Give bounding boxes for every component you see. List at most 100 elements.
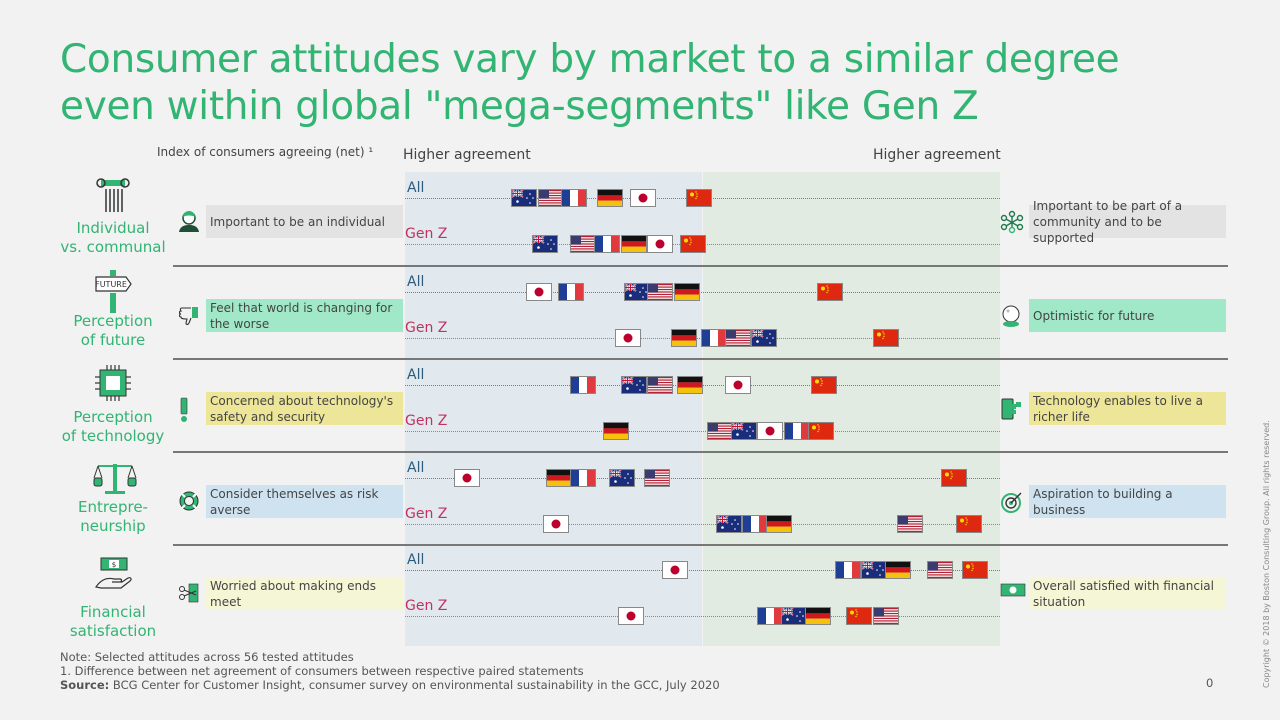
left-statement: Important to be an individual [206,205,403,238]
flag-china [956,515,983,533]
flag-australia [608,469,635,487]
scales-icon [93,462,137,500]
money-hand-icon: $ [93,557,133,595]
category-label-line: of future [80,331,146,349]
flag-japan [543,515,570,533]
flag-china [873,329,900,347]
genz-row-label: Gen Z [405,413,448,429]
flag-france [570,469,597,487]
flag-germany [766,515,793,533]
flag-japan [647,235,674,253]
flag-usa [647,283,674,301]
category-label-line: Financial [80,603,146,621]
flag-australia [510,189,537,207]
all-row-line [405,292,1000,293]
genz-row-label: Gen Z [405,226,448,242]
note: Note: Selected attitudes across 56 teste… [60,650,354,664]
category-label-line: Perception [73,312,153,330]
section-divider [173,265,1228,267]
left-statement: Worried about making ends meet [206,577,403,610]
category-label-line: satisfaction [69,622,157,640]
lifebuoy-icon [178,490,200,516]
all-row-label: All [407,180,425,196]
index-label: Index of consumers agreeing (net) ¹ [157,145,374,159]
all-row-label: All [407,274,425,290]
genz-row-line [405,431,1000,432]
flag-japan [724,376,751,394]
thumbs-down-icon [178,304,200,330]
flag-germany [677,376,704,394]
right-header: Higher agreement [873,147,1001,163]
page-number: 0 [1206,676,1214,690]
flag-japan [617,607,644,625]
flag-germany [674,283,701,301]
left-header: Higher agreement [403,147,531,163]
category-label: Perception of technology [53,408,173,446]
footer: Note: Selected attitudes across 56 teste… [60,650,720,692]
copyright: Copyright © 2018 by Boston Consulting Gr… [1262,420,1271,688]
flag-france [558,283,585,301]
category-label: Perception of future [53,312,173,350]
network-icon [1000,210,1024,238]
flag-china [810,376,837,394]
category-label: Individual vs. communal [53,219,173,257]
flag-australia [730,422,757,440]
flag-china [807,422,834,440]
category-label-line: Individual [76,219,150,237]
source-label: Source: [60,678,110,692]
section-divider [173,451,1228,453]
flag-france [784,422,811,440]
person-icon [178,210,200,236]
genz-row-label: Gen Z [405,506,448,522]
left-statement: Feel that world is changing for the wors… [206,299,403,332]
category-label-line: Perception [73,408,153,426]
category-label-line: of technology [61,427,165,445]
scissors-money-icon [178,582,200,608]
right-statement: Aspiration to building a business [1029,485,1226,518]
all-row-label: All [407,367,425,383]
flag-japan [454,469,481,487]
all-row-line [405,478,1000,479]
flag-japan [662,561,689,579]
money-icon [1000,582,1026,602]
category-label-line: neurship [80,517,146,535]
left-statement: Concerned about technology's safety and … [206,392,403,425]
flag-australia [620,376,647,394]
flag-japan [525,283,552,301]
flag-usa [896,515,923,533]
flag-australia [861,561,888,579]
category-label: Entrepre-neurship [53,498,173,536]
flag-usa [926,561,953,579]
section-divider [173,544,1228,546]
source: Source: BCG Center for Customer Insight,… [60,678,720,692]
left-statement: Consider themselves as risk averse [206,485,403,518]
flag-japan [757,422,784,440]
column-icon [93,178,133,218]
flag-china [686,189,713,207]
genz-row-label: Gen Z [405,320,448,336]
target-icon [1000,490,1024,518]
svg-text:$: $ [112,561,116,569]
right-statement: Important to be part of a community and … [1029,199,1226,245]
flag-germany [546,469,573,487]
flag-china [846,607,873,625]
flag-germany [885,561,912,579]
flag-france [561,189,588,207]
flag-japan [614,329,641,347]
right-statement: Optimistic for future [1029,299,1226,332]
genz-row-line [405,616,1000,617]
title-line-1: Consumer attitudes vary by market to a s… [60,37,1120,82]
category-label-line: vs. communal [60,238,166,256]
flag-usa [706,422,733,440]
flag-japan [629,189,656,207]
flag-france [757,607,784,625]
flag-usa [537,189,564,207]
flag-china [941,469,968,487]
flag-china [680,235,707,253]
section-divider [173,358,1228,360]
flag-china [962,561,989,579]
source-text: BCG Center for Customer Insight, consume… [109,678,720,692]
flag-germany [804,607,831,625]
flag-usa [647,376,674,394]
